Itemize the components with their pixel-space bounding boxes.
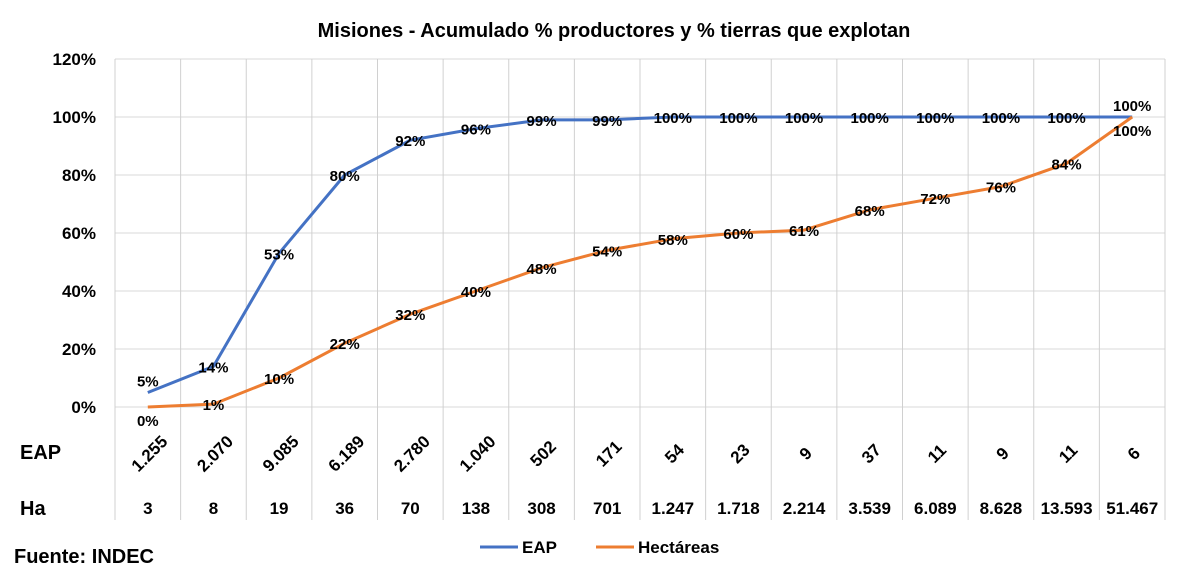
table-cell: 1.247 xyxy=(652,499,695,518)
series-line-eap xyxy=(147,115,1133,394)
data-label: 10% xyxy=(264,371,294,388)
table-cell: 2.214 xyxy=(783,499,826,518)
data-label: 100% xyxy=(719,110,757,127)
y-tick-label: 40% xyxy=(62,282,96,301)
table-cell: 2.780 xyxy=(390,432,434,476)
table-cell: 2.070 xyxy=(193,432,237,476)
table-cell: 23 xyxy=(727,440,754,467)
legend-label: EAP xyxy=(522,538,557,557)
table-cell: 6.089 xyxy=(914,499,957,518)
table-cell: 138 xyxy=(462,499,490,518)
data-label: 22% xyxy=(330,336,360,353)
y-tick-label: 20% xyxy=(62,340,96,359)
data-label: 61% xyxy=(789,223,819,240)
data-label: 84% xyxy=(1052,156,1082,173)
table-cell: 1.040 xyxy=(456,432,500,476)
table-cell: 502 xyxy=(527,437,560,470)
data-label: 76% xyxy=(986,180,1016,197)
table-cell: 51.467 xyxy=(1106,499,1158,518)
table-cell: 70 xyxy=(401,499,420,518)
y-tick-label: 100% xyxy=(53,108,96,127)
y-tick-label: 80% xyxy=(62,166,96,185)
table-cell: 54 xyxy=(661,440,688,467)
data-label: 96% xyxy=(461,122,491,139)
data-label: 58% xyxy=(658,232,688,249)
data-label: 100% xyxy=(785,110,823,127)
table-cell: 19 xyxy=(270,499,289,518)
table-cell: 8 xyxy=(209,499,218,518)
data-label: 72% xyxy=(920,191,950,208)
data-label: 53% xyxy=(264,246,294,263)
data-label: 100% xyxy=(851,110,889,127)
data-label: 48% xyxy=(527,261,557,278)
table-row-label: Ha xyxy=(20,498,46,520)
table-cell: 3.539 xyxy=(848,499,891,518)
chart-title: Misiones - Acumulado % productores y % t… xyxy=(318,20,911,42)
data-label: 99% xyxy=(592,113,622,130)
table-cell: 9.085 xyxy=(259,432,303,476)
data-label: 0% xyxy=(137,413,159,430)
source-note: Fuente: INDEC xyxy=(14,546,154,568)
table-cell: 9 xyxy=(796,444,816,464)
data-label: 100% xyxy=(1047,110,1085,127)
data-label: 100% xyxy=(916,110,954,127)
table-cell: 13.593 xyxy=(1041,499,1093,518)
table-cell: 9 xyxy=(993,444,1013,464)
series-line-hectareas xyxy=(147,115,1134,409)
y-tick-label: 120% xyxy=(53,50,96,69)
table-cell: 1.255 xyxy=(128,432,172,476)
data-label: 1% xyxy=(203,397,225,414)
data-label: 5% xyxy=(137,374,159,391)
table-cell: 36 xyxy=(335,499,354,518)
y-tick-label: 0% xyxy=(71,398,96,417)
data-label: 92% xyxy=(395,133,425,150)
data-label: 100% xyxy=(1113,98,1151,115)
data-label: 68% xyxy=(855,203,885,220)
y-tick-label: 60% xyxy=(62,224,96,243)
table-cell: 1.718 xyxy=(717,499,760,518)
table-cell: 11 xyxy=(924,441,950,467)
data-label: 100% xyxy=(982,110,1020,127)
data-label: 54% xyxy=(592,243,622,260)
table-cell: 701 xyxy=(593,499,621,518)
data-label: 14% xyxy=(198,359,228,376)
table-cell: 11 xyxy=(1055,441,1081,467)
table-cell: 6.189 xyxy=(325,432,369,476)
table-cell: 308 xyxy=(527,499,555,518)
data-label: 100% xyxy=(1113,123,1151,140)
data-label: 60% xyxy=(723,226,753,243)
legend-label: Hectáreas xyxy=(638,538,719,557)
data-label: 80% xyxy=(330,168,360,185)
data-label: 100% xyxy=(654,110,692,127)
table-cell: 6 xyxy=(1124,444,1144,464)
data-label: 40% xyxy=(461,284,491,301)
table-cell: 37 xyxy=(858,440,885,467)
data-label: 99% xyxy=(527,113,557,130)
table-row-label: EAP xyxy=(20,442,61,464)
table-cell: 3 xyxy=(143,499,152,518)
table-cell: 8.628 xyxy=(980,499,1023,518)
table-cell: 171 xyxy=(592,437,625,470)
data-label: 32% xyxy=(395,307,425,324)
